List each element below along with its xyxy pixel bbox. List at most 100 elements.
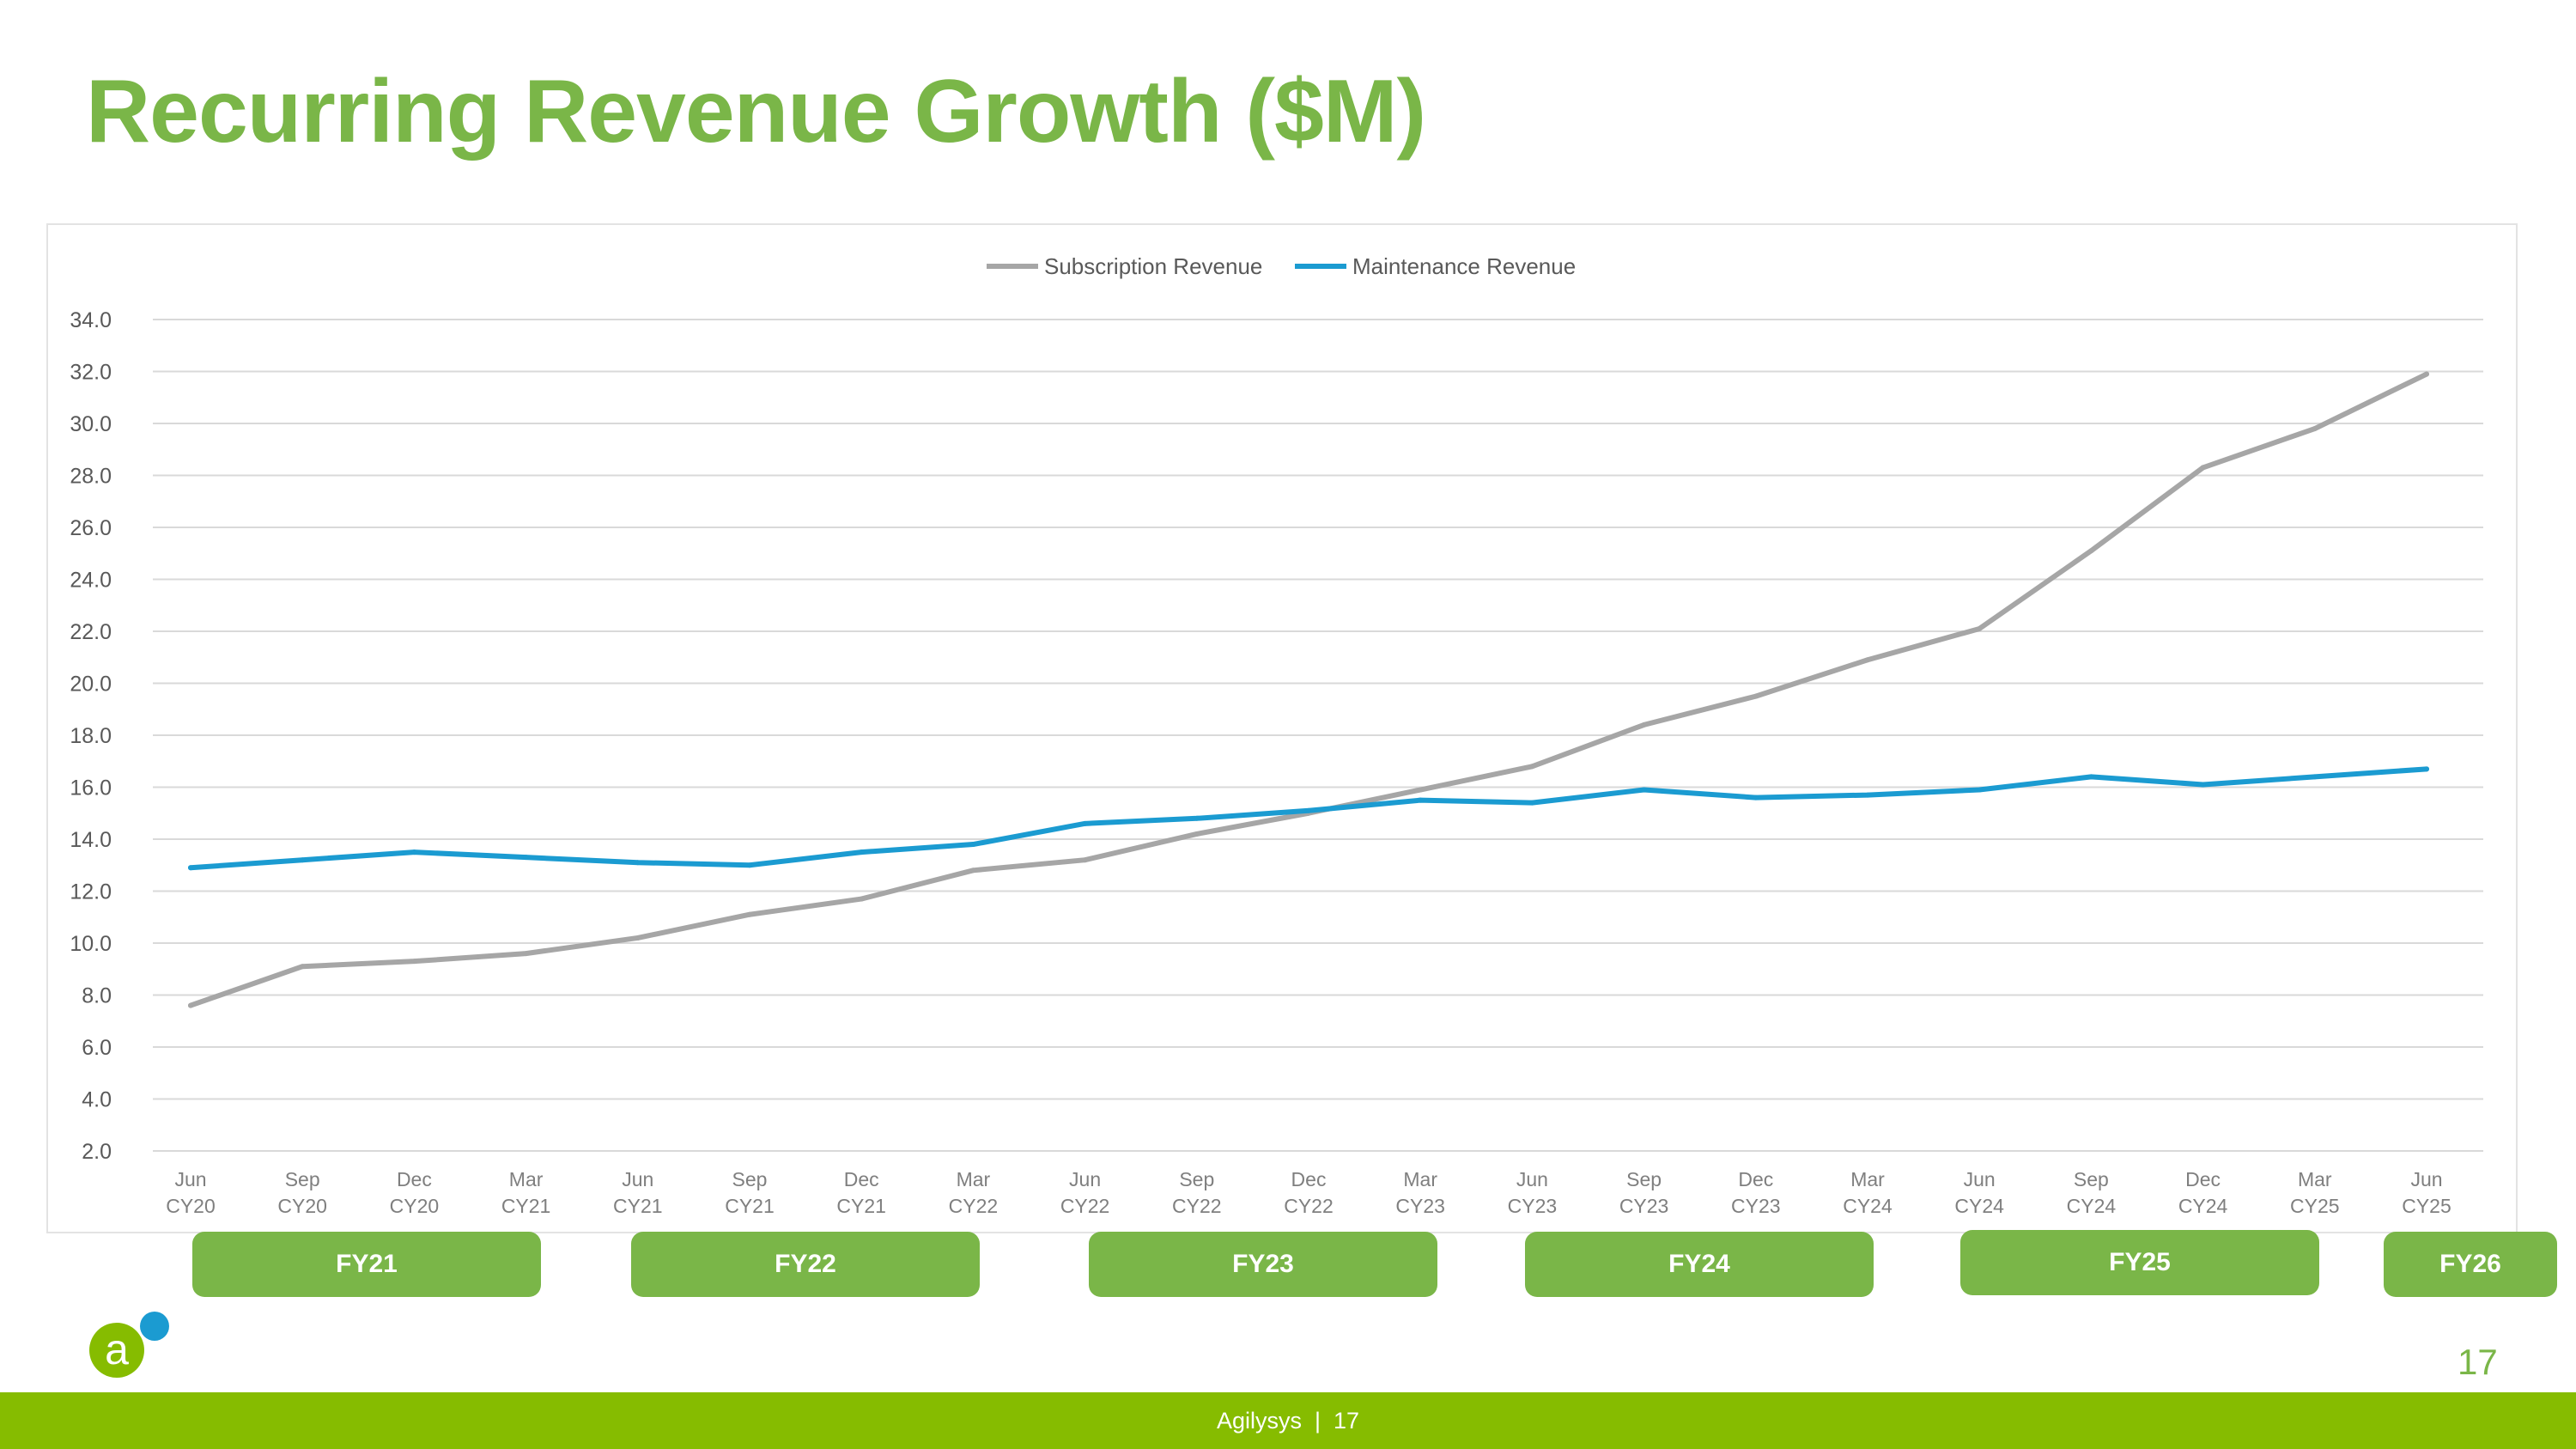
data-point: [970, 868, 976, 874]
data-point: [2312, 426, 2318, 432]
x-tick-label: CY20: [277, 1195, 327, 1217]
data-point: [1418, 787, 1424, 793]
data-point: [2312, 774, 2318, 780]
data-point: [1977, 625, 1983, 631]
x-tick-label: Sep: [285, 1168, 320, 1190]
data-point: [1194, 831, 1200, 837]
x-tick-label: Dec: [1291, 1168, 1327, 1190]
data-point: [1418, 797, 1424, 803]
data-point: [523, 951, 529, 957]
x-tick-label: CY21: [613, 1195, 663, 1217]
x-tick-label: Jun: [2410, 1168, 2442, 1190]
y-tick-label: 10.0: [70, 932, 112, 956]
fy-badge: FY22: [631, 1232, 980, 1297]
x-tick-label: CY20: [390, 1195, 440, 1217]
y-tick-label: 6.0: [82, 1036, 112, 1060]
data-point: [1977, 787, 1983, 793]
data-point: [1082, 820, 1088, 826]
data-point: [2424, 766, 2429, 772]
y-tick-label: 32.0: [70, 361, 112, 385]
legend-label: Maintenance Revenue: [1352, 253, 1576, 279]
data-point: [859, 896, 865, 902]
data-point: [859, 849, 865, 855]
x-tick-label: CY23: [1731, 1195, 1781, 1217]
x-tick-label: CY23: [1508, 1195, 1558, 1217]
footer-bar: Agilysys | 17: [0, 1392, 2576, 1449]
data-point: [411, 959, 417, 965]
x-tick-label: CY22: [1060, 1195, 1110, 1217]
data-point: [300, 857, 306, 863]
data-point: [2200, 465, 2206, 471]
data-point: [188, 865, 193, 871]
y-tick-label: 26.0: [70, 516, 112, 540]
x-tick-label: Dec: [1738, 1168, 1773, 1190]
y-tick-label: 20.0: [70, 673, 112, 697]
data-point: [1529, 764, 1535, 770]
x-tick-label: CY24: [1954, 1195, 2004, 1217]
y-tick-label: 14.0: [70, 828, 112, 852]
data-point: [970, 842, 976, 848]
y-tick-label: 28.0: [70, 465, 112, 489]
data-point: [1753, 693, 1759, 699]
data-point: [1641, 721, 1647, 728]
y-tick-label: 8.0: [82, 984, 112, 1008]
x-tick-label: CY21: [725, 1195, 775, 1217]
x-tick-label: Sep: [1626, 1168, 1662, 1190]
x-tick-label: Jun: [622, 1168, 653, 1190]
footer-page: 17: [1334, 1407, 1360, 1434]
data-point: [188, 1002, 193, 1008]
footer-separator: |: [1314, 1407, 1321, 1434]
agilysys-logo-icon: a: [89, 1312, 169, 1378]
slide-title: Recurring Revenue Growth ($M): [86, 62, 1426, 161]
data-point: [747, 911, 752, 917]
x-tick-label: Mar: [2298, 1168, 2332, 1190]
x-tick-label: CY23: [1619, 1195, 1669, 1217]
y-tick-label: 12.0: [70, 880, 112, 904]
x-tick-label: CY25: [2402, 1195, 2451, 1217]
x-tick-label: Jun: [1069, 1168, 1101, 1190]
data-point: [635, 935, 641, 941]
x-tick-label: CY24: [1843, 1195, 1893, 1217]
fy-badge: FY23: [1089, 1232, 1437, 1297]
data-point: [1865, 657, 1870, 663]
x-tick-label: Jun: [1964, 1168, 1996, 1190]
x-tick-label: Sep: [1179, 1168, 1214, 1190]
series-line-maintenance: [188, 766, 2429, 871]
x-tick-label: Mar: [509, 1168, 544, 1190]
footer-company: Agilysys: [1216, 1407, 1302, 1434]
data-point: [300, 964, 306, 970]
data-point: [1306, 807, 1311, 813]
x-tick-label: CY22: [1172, 1195, 1222, 1217]
logo-letter: a: [105, 1325, 129, 1373]
data-point: [411, 849, 417, 855]
fy-badge: FY21: [192, 1232, 541, 1297]
x-tick-label: Sep: [2074, 1168, 2109, 1190]
x-tick-label: Sep: [732, 1168, 768, 1190]
x-tick-label: Dec: [844, 1168, 879, 1190]
x-tick-label: Mar: [1850, 1168, 1885, 1190]
data-point: [2200, 782, 2206, 788]
revenue-line-chart: 2.0 4.0 6.0 8.0 10.0 12.0 14.0 16.0 18.0 20.0 22.0…: [70, 253, 2483, 1217]
x-tick-label: CY25: [2290, 1195, 2340, 1217]
y-tick-label: 4.0: [82, 1088, 112, 1112]
data-point: [2424, 371, 2429, 377]
data-point: [1753, 795, 1759, 801]
chart-frame: 2.0 4.0 6.0 8.0 10.0 12.0 14.0 16.0 18.0 20.0 22.0…: [46, 223, 2518, 1233]
x-tick-label: Dec: [397, 1168, 432, 1190]
data-point: [1082, 857, 1088, 863]
legend-label: Subscription Revenue: [1044, 253, 1262, 279]
y-tick-label: 24.0: [70, 569, 112, 593]
x-tick-label: CY21: [836, 1195, 886, 1217]
x-tick-label: CY23: [1395, 1195, 1445, 1217]
data-point: [523, 855, 529, 861]
data-point: [2088, 548, 2094, 554]
data-point: [1865, 792, 1870, 798]
x-tick-label: Mar: [1403, 1168, 1437, 1190]
series-line-subscription: [188, 371, 2429, 1008]
x-tick-label: CY22: [949, 1195, 999, 1217]
y-tick-label: 16.0: [70, 776, 112, 801]
y-tick-label: 2.0: [82, 1140, 112, 1164]
x-tick-label: CY24: [2178, 1195, 2228, 1217]
data-point: [1641, 787, 1647, 793]
fy-badge: FY24: [1525, 1232, 1874, 1297]
